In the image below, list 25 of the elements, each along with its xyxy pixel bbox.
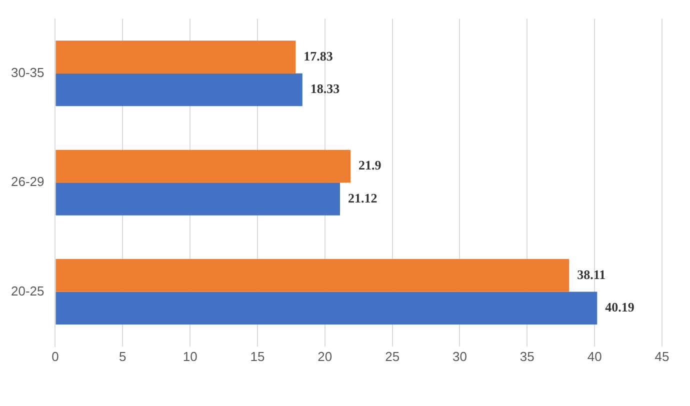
bar bbox=[56, 40, 296, 74]
x-tick-label: 15 bbox=[250, 348, 265, 364]
x-tick-label: 0 bbox=[52, 348, 59, 364]
bar bbox=[56, 292, 598, 325]
y-tick-label: 20-25 bbox=[11, 283, 44, 298]
bar bbox=[56, 73, 302, 106]
data-label: 40.19 bbox=[605, 300, 635, 315]
data-label: 21.12 bbox=[348, 190, 378, 206]
x-tick-label: 25 bbox=[385, 348, 400, 364]
y-tick-label: 26-29 bbox=[11, 174, 44, 190]
y-tick-label: 30-35 bbox=[11, 64, 44, 80]
x-tick-label: 40 bbox=[587, 348, 602, 364]
x-tick-label: 35 bbox=[520, 348, 534, 364]
bar bbox=[56, 182, 340, 216]
data-label: 21.9 bbox=[358, 158, 382, 173]
x-tick-label: 20 bbox=[318, 348, 332, 364]
bar bbox=[56, 259, 570, 292]
x-tick-label: 5 bbox=[119, 348, 126, 364]
x-tick-label: 30 bbox=[452, 348, 467, 364]
bar bbox=[56, 150, 351, 183]
data-label: 18.33 bbox=[310, 81, 340, 96]
x-tick-label: 10 bbox=[182, 348, 198, 364]
data-label: 38.11 bbox=[577, 266, 606, 282]
data-label: 17.83 bbox=[304, 48, 334, 64]
x-tick-label: 45 bbox=[654, 348, 670, 364]
